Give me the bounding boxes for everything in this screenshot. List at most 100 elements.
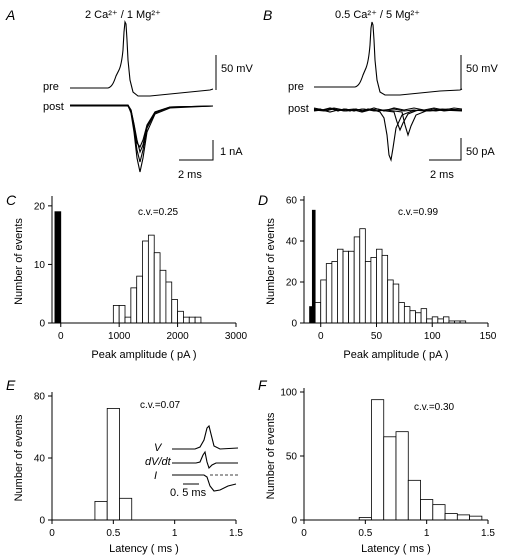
x-tick-label: 1 [424, 528, 430, 539]
histogram-bar [159, 269, 167, 324]
panel-letter-c: C [6, 192, 17, 208]
inset-scale-label: 0. 5 ms [170, 487, 207, 499]
histogram-bar [94, 500, 108, 521]
histogram-bar [420, 499, 434, 521]
histogram-bar [353, 236, 361, 324]
histogram-bar [348, 250, 355, 324]
histogram-bar [442, 316, 450, 324]
y-axis-label: Number of events [265, 412, 277, 499]
x-tick-label: 0 [58, 331, 64, 342]
histogram-bar [337, 248, 344, 324]
histogram-bar [183, 316, 190, 324]
histogram-bar [194, 316, 202, 324]
y-tick-label: 0 [291, 516, 297, 527]
x-tick-label: 1.5 [229, 528, 243, 539]
histogram-bar [311, 209, 316, 324]
panel-letter-b: B [263, 7, 272, 23]
y-tick-label: 60 [286, 196, 298, 207]
panel-letter-d: D [258, 192, 268, 208]
cv-annotation: c.v.=0.25 [138, 207, 179, 218]
y-axis-label: Number of events [13, 218, 25, 305]
inset-label-dvdt: dV/dt [145, 456, 172, 468]
histogram-bar [130, 287, 138, 324]
histogram-bar [359, 228, 366, 324]
postsynaptic-traces-b [313, 107, 463, 163]
x-tick-label: 2000 [166, 331, 189, 342]
histogram-bar [437, 318, 444, 324]
post-label-a: post [43, 101, 64, 113]
y-tick-label: 100 [280, 388, 297, 399]
y-axis-label: Number of events [265, 218, 277, 305]
histogram-c: 0 10 20 0 1000 2000 3000 c.v.=0.25 Peak amplitud… [13, 196, 248, 361]
scale-bar-current-time-a [179, 140, 214, 161]
histogram-bar [398, 302, 405, 324]
cv-annotation: c.v.=0.99 [398, 207, 439, 218]
histogram-bar [118, 305, 126, 324]
histogram-bar [403, 306, 411, 324]
x-tick-label: 100 [424, 331, 441, 342]
histogram-bar [409, 310, 416, 324]
scale-bar-current-time-b [429, 138, 462, 161]
y-tick-label: 20 [286, 278, 298, 289]
post-label-b: post [288, 103, 309, 115]
panel-letter-f: F [258, 377, 268, 393]
inset-trace-i [172, 474, 237, 492]
histogram-bar [54, 211, 62, 324]
x-tick-label: 0 [318, 331, 324, 342]
y-axis-label: Number of events [13, 414, 25, 501]
inset-label-i: I [154, 470, 157, 482]
y-tick-label: 0 [39, 516, 45, 527]
histogram-bar [383, 436, 397, 521]
histogram-bar [381, 254, 389, 324]
histogram-bar [119, 497, 133, 521]
histogram-bar [444, 513, 458, 521]
x-tick-label: 0.5 [106, 528, 120, 539]
panel-letter-e: E [6, 377, 16, 393]
histogram-bar [165, 281, 173, 324]
histogram-bar [392, 283, 400, 324]
histogram-bar [456, 514, 470, 521]
panel-a: A 2 Ca²⁺ / 1 Mg²⁺ pre post 50 mV 1 nA 2 … [5, 7, 253, 181]
x-tick-label: 50 [371, 331, 383, 342]
histogram-bar [370, 256, 377, 324]
histogram-bar [342, 250, 350, 324]
y-tick-label: 50 [286, 452, 298, 463]
histogram-bar [387, 279, 394, 324]
x-axis-label: Peak amplitude ( pA ) [91, 349, 196, 361]
histogram-bar [188, 316, 196, 324]
histogram-bar [309, 306, 313, 324]
scale-label-time-b: 2 ms [430, 169, 454, 181]
x-axis-label: Latency ( ms ) [109, 543, 179, 555]
y-tick-label: 10 [34, 260, 46, 271]
histogram-bar [407, 479, 421, 521]
histogram-bar [136, 275, 143, 324]
condition-label-b: 0.5 Ca²⁺ / 5 Mg²⁺ [335, 9, 420, 21]
x-tick-label: 0 [301, 528, 307, 539]
latency-inset-e: V dV/dt I 0. 5 ms [145, 424, 239, 499]
x-tick-label: 150 [480, 331, 497, 342]
cv-annotation: c.v.=0.07 [140, 400, 181, 411]
x-tick-label: 1.5 [481, 528, 495, 539]
histogram-bar [395, 431, 409, 521]
y-tick-label: 0 [39, 319, 45, 330]
presynaptic-trace-a [70, 20, 214, 97]
x-tick-label: 0.5 [358, 528, 372, 539]
histogram-bar [426, 318, 433, 324]
scale-label-time-a: 2 ms [178, 169, 202, 181]
histogram-bar [142, 240, 149, 324]
presynaptic-trace-b [314, 21, 463, 96]
postsynaptic-traces-a [70, 104, 214, 173]
histogram-bar [112, 305, 120, 324]
x-tick-label: 0 [49, 528, 55, 539]
histogram-bar [371, 399, 385, 521]
cv-annotation: c.v.=0.30 [414, 402, 455, 413]
inset-trace-v [172, 424, 239, 450]
scale-label-current-a: 1 nA [220, 146, 243, 158]
histogram-bar [364, 261, 372, 324]
histogram-d: 0 20 40 60 0 50 100 150 c.v.=0.99 Peak amplitude … [265, 196, 497, 362]
condition-label-a: 2 Ca²⁺ / 1 Mg²⁺ [85, 9, 161, 21]
inset-label-v: V [154, 442, 163, 454]
histogram-bar [124, 316, 132, 324]
y-tick-label: 0 [291, 319, 297, 330]
